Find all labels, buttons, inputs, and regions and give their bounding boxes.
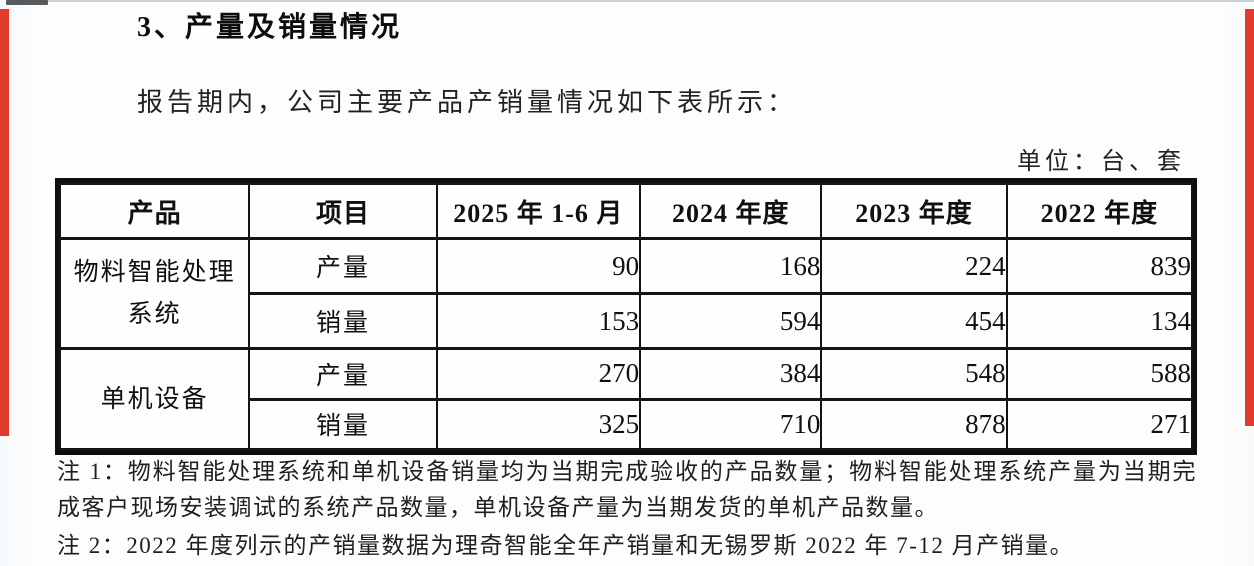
footnote-2: 注 2：2022 年度列示的产销量数据为理奇智能全年产销量和无锡罗斯 2022 … — [57, 533, 1075, 558]
value-cell: 90 — [435, 236, 642, 296]
intro-text: 报告期内，公司主要产品产销量情况如下表所示： — [137, 88, 798, 117]
table-row: 物料智能处理系统 产量 90 168 224 839 — [58, 236, 1194, 351]
value-cell: 153 — [435, 292, 642, 351]
production-sales-table-grid: 产品 项目 2025 年 1-6 月 2024 年度 2023 年度 2022 … — [58, 182, 1194, 452]
column-header-item: 项目 — [248, 182, 438, 240]
item-cell: 销量 — [248, 397, 438, 452]
table-row: 单机设备 产量 270 384 548 588 — [58, 347, 1194, 451]
product-cell-standalone-equipment: 单机设备 — [58, 347, 251, 451]
column-header-product: 产品 — [58, 182, 251, 240]
column-header-2022: 2022 年度 — [1005, 182, 1194, 240]
footnotes: 注 1：物料智能处理系统和单机设备销量均为当期完成验收的产品数量；物料智能处理系… — [57, 454, 1197, 566]
scan-top-left-artifact — [6, 0, 48, 5]
section-title: 3、产量及销量情况 — [137, 12, 403, 43]
scan-top-edge-line — [24, 0, 1254, 2]
table-row: 销量 153 594 454 134 — [60, 292, 1194, 351]
right-red-edge-bar — [1245, 9, 1254, 426]
value-cell: 594 — [639, 292, 823, 351]
value-cell: 134 — [1005, 292, 1194, 351]
footnote-1: 注 1：物料智能处理系统和单机设备销量均为当期完成验收的产品数量；物料智能处理系… — [57, 459, 1197, 520]
column-header-2024: 2024 年度 — [639, 182, 823, 240]
left-red-edge-bar — [0, 9, 9, 436]
value-cell: 454 — [820, 292, 1008, 351]
value-cell: 224 — [820, 236, 1008, 296]
value-cell: 839 — [1005, 236, 1194, 296]
value-cell: 548 — [820, 347, 1008, 401]
value-cell: 384 — [639, 347, 823, 401]
table-row: 销量 325 710 878 271 — [60, 397, 1194, 452]
production-sales-table: 产品 项目 2025 年 1-6 月 2024 年度 2023 年度 2022 … — [55, 178, 1197, 455]
column-header-2025h1: 2025 年 1-6 月 — [435, 182, 642, 240]
item-cell: 产量 — [248, 347, 438, 401]
value-cell: 168 — [639, 236, 823, 296]
value-cell: 325 — [435, 397, 642, 452]
value-cell: 588 — [1005, 347, 1194, 401]
value-cell: 271 — [1005, 397, 1194, 452]
value-cell: 270 — [435, 347, 642, 401]
column-header-2023: 2023 年度 — [820, 182, 1008, 240]
item-cell: 销量 — [248, 292, 438, 351]
unit-label: 单位：台、套 — [1017, 149, 1185, 175]
value-cell: 710 — [639, 397, 823, 452]
table-header-row: 产品 项目 2025 年 1-6 月 2024 年度 2023 年度 2022 … — [58, 182, 1194, 240]
product-cell-material-system: 物料智能处理系统 — [58, 236, 251, 351]
value-cell: 878 — [820, 397, 1008, 452]
item-cell: 产量 — [248, 236, 438, 296]
